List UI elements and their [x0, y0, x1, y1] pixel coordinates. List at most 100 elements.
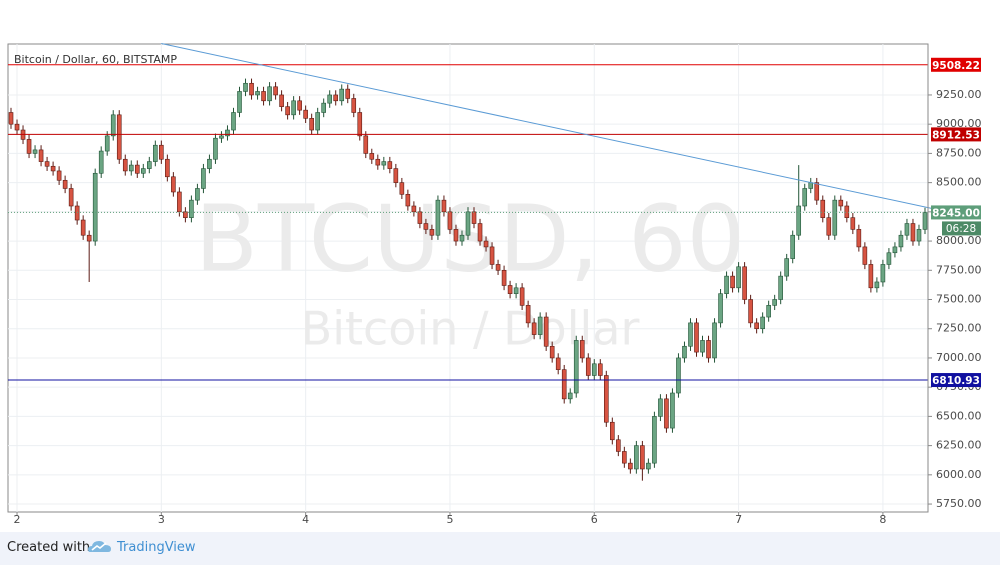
candle-body [537, 316, 543, 335]
y-tick-label: 7250.00 [936, 322, 982, 335]
candle-body [898, 234, 904, 248]
candle-body [814, 182, 820, 201]
candle-body [134, 164, 140, 174]
candle-body [826, 217, 832, 236]
candle-body [453, 229, 459, 242]
level-label: 9508.22 [932, 60, 980, 72]
candle-body [597, 363, 603, 376]
candle-body [50, 165, 56, 172]
candle-body [267, 86, 272, 102]
candle-body [435, 199, 441, 236]
y-tick-label: 6250.00 [936, 439, 982, 452]
y-tick-label: 7000.00 [936, 351, 982, 364]
candle-body [706, 340, 711, 359]
candle-body [832, 199, 838, 236]
candle-body [507, 285, 513, 294]
candle-body [231, 112, 236, 131]
candle-body [38, 149, 44, 162]
candle-body [165, 158, 170, 178]
candle-body [423, 223, 429, 230]
candle-body [219, 135, 224, 139]
candle-body [760, 316, 765, 330]
logo-line [91, 542, 107, 551]
candle-body [868, 264, 874, 289]
candle-body [742, 266, 747, 300]
candle-body [56, 170, 62, 181]
trend-line [161, 43, 948, 213]
candle-body [567, 392, 573, 400]
x-tick-label: 2 [14, 513, 21, 526]
candle-body [387, 161, 393, 169]
candle-body [273, 86, 278, 96]
candle-body [321, 102, 326, 113]
candle-body [447, 211, 453, 230]
footer-text: Created with [7, 540, 91, 555]
candle-body [910, 223, 916, 242]
candle-body [748, 299, 753, 324]
candle-body [730, 275, 735, 289]
candle-body [519, 287, 525, 306]
candle-body [724, 275, 729, 294]
candle-body [646, 462, 651, 470]
candle-body [201, 168, 206, 189]
candle-body [616, 439, 621, 452]
candle-body [80, 219, 86, 236]
candle-body [501, 269, 507, 286]
x-tick-label: 4 [302, 513, 309, 526]
candle-body [255, 91, 260, 96]
candle-body [74, 205, 80, 221]
countdown: 06:28 [946, 223, 976, 235]
y-tick-label: 8000.00 [936, 234, 982, 247]
candle-body [297, 100, 302, 111]
candle-body [339, 88, 345, 102]
candle-body [213, 137, 218, 160]
candle-body [128, 164, 134, 172]
candle-body [357, 112, 363, 137]
candle-body [874, 281, 880, 289]
candle-body [183, 211, 188, 218]
x-tick-label: 7 [735, 513, 742, 526]
candle-body [393, 168, 399, 183]
candle-body [561, 369, 567, 400]
candle-body [381, 161, 387, 166]
candle-body [483, 240, 489, 248]
candle-body [886, 252, 892, 265]
candle-body [345, 88, 351, 99]
footer: Created with TradingView [0, 532, 1000, 565]
candle-body [279, 94, 284, 107]
candle-body [628, 462, 633, 470]
candle-body [489, 246, 495, 265]
candle-body [441, 199, 447, 213]
y-tick-label: 7500.00 [936, 293, 982, 306]
candle-body [62, 179, 68, 189]
level-label-box [931, 127, 981, 142]
x-tick-label: 3 [158, 513, 165, 526]
candle-body [676, 357, 681, 394]
brand-link[interactable]: TradingView [117, 540, 196, 555]
y-tick-label: 6000.00 [936, 468, 982, 481]
candle-body [86, 234, 92, 242]
x-tick-label: 6 [591, 513, 598, 526]
candle-body [856, 229, 862, 248]
y-tick-label: 5750.00 [936, 497, 982, 510]
y-tick-label: 7750.00 [936, 263, 982, 276]
candle-body [375, 158, 381, 166]
candle-body [104, 135, 110, 152]
tradingview-logo[interactable] [87, 539, 113, 555]
candle-body [790, 234, 796, 259]
candle-body [98, 150, 104, 174]
candle-body [177, 191, 182, 213]
last-price-label: 8245.00 [932, 207, 980, 219]
candle-body [682, 345, 687, 359]
candle-body [688, 322, 693, 347]
candle-body [405, 194, 411, 207]
candle-body [465, 211, 471, 236]
candle-body [640, 445, 645, 470]
candle-body [796, 205, 802, 236]
candle-body [399, 182, 405, 195]
level-label: 8912.53 [932, 129, 980, 141]
candle-body [110, 114, 116, 137]
level-label: 6810.93 [932, 375, 980, 387]
y-tick-label: 9000.00 [936, 117, 982, 130]
